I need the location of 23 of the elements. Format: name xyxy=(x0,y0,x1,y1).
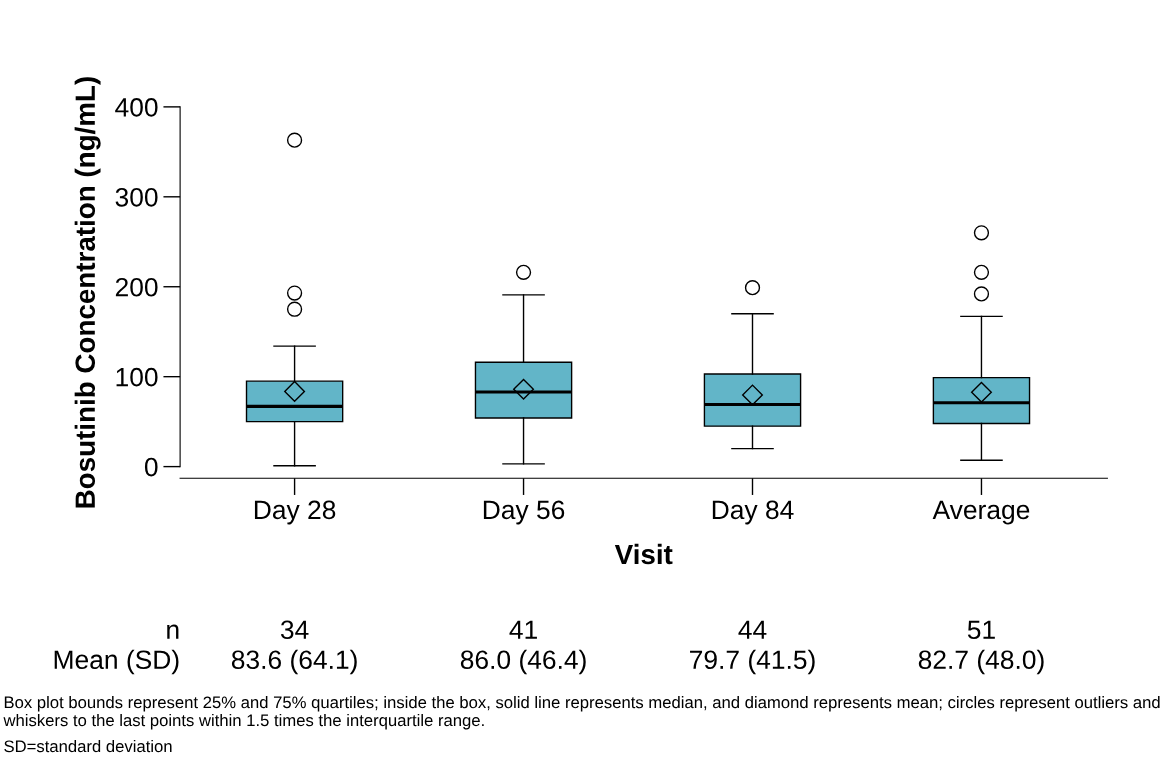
y-tick-label: 300 xyxy=(115,187,158,207)
x-tick-label: Day 28 xyxy=(254,500,336,525)
y-tick-label: 100 xyxy=(116,367,158,387)
text: 44 xyxy=(738,620,767,639)
text: n xyxy=(167,624,179,639)
y-tick-label: 200 xyxy=(115,277,158,297)
y-tick-label: 400 xyxy=(115,98,158,117)
x-tick-label: Average xyxy=(932,500,1030,525)
text: 86.0 (46.4) xyxy=(460,649,586,675)
text: 79.7 (41.5) xyxy=(690,649,815,675)
text: 82.7 (48.0) xyxy=(918,649,1044,675)
y-tick-label: 0 xyxy=(144,457,158,477)
text: 51 xyxy=(967,620,995,640)
y-axis-title: Bosutinib Concentration (ng/mL) xyxy=(74,77,101,508)
x-tick-label: Day 56 xyxy=(483,500,565,525)
x-tick-label: Day 84 xyxy=(712,500,794,525)
text: 41 xyxy=(509,620,537,639)
text: SD=standard deviation xyxy=(4,739,172,753)
text: Mean (SD) xyxy=(54,649,179,675)
text: Box plot bounds represent 25% and 75% quartiles; inside the box, solid line represents median, and diamond represents mean; circles represent outliers and whiskers to the last points within 1.5 times the interquartile range. xyxy=(3,696,1160,730)
x-axis-title: Visit xyxy=(614,543,673,565)
text: 34 xyxy=(280,620,309,640)
text: 83.6 (64.1) xyxy=(231,649,357,675)
